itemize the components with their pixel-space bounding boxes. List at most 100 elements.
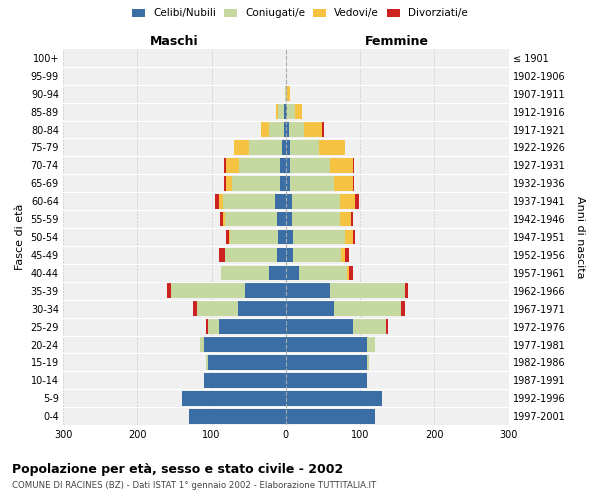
Bar xyxy=(292,212,340,226)
Bar xyxy=(290,158,331,172)
Bar xyxy=(280,158,286,172)
Text: Femmine: Femmine xyxy=(365,35,429,48)
Bar xyxy=(340,194,355,208)
Bar xyxy=(286,86,287,101)
Bar xyxy=(286,302,334,316)
Bar xyxy=(282,140,286,155)
Bar xyxy=(220,212,223,226)
Bar xyxy=(200,337,204,352)
Bar xyxy=(223,194,275,208)
Bar xyxy=(284,122,286,137)
Bar xyxy=(286,158,290,172)
Bar xyxy=(245,284,286,298)
Text: Maschi: Maschi xyxy=(150,35,199,48)
Bar xyxy=(331,158,353,172)
Bar xyxy=(221,266,269,280)
Bar xyxy=(262,122,269,137)
Bar xyxy=(295,104,302,119)
Bar xyxy=(287,86,290,101)
Bar xyxy=(304,122,322,137)
Bar xyxy=(248,140,282,155)
Bar xyxy=(234,140,248,155)
Bar xyxy=(353,158,354,172)
Bar xyxy=(277,248,286,262)
Bar xyxy=(285,86,286,101)
Bar xyxy=(345,230,353,244)
Bar xyxy=(292,194,340,208)
Bar xyxy=(204,337,286,352)
Bar xyxy=(386,320,388,334)
Bar xyxy=(286,140,290,155)
Bar xyxy=(269,266,286,280)
Bar xyxy=(219,320,286,334)
Bar xyxy=(238,302,286,316)
Bar xyxy=(206,355,208,370)
Bar xyxy=(206,320,208,334)
Text: Popolazione per età, sesso e stato civile - 2002: Popolazione per età, sesso e stato civil… xyxy=(12,462,343,475)
Bar xyxy=(278,104,284,119)
Bar xyxy=(331,284,404,298)
Bar xyxy=(347,266,349,280)
Bar xyxy=(355,194,359,208)
Bar xyxy=(286,194,292,208)
Bar xyxy=(225,212,277,226)
Bar xyxy=(275,194,286,208)
Bar xyxy=(319,140,345,155)
Bar xyxy=(208,320,219,334)
Bar xyxy=(353,176,354,190)
Bar xyxy=(286,355,367,370)
Text: COMUNE DI RACINES (BZ) - Dati ISTAT 1° gennaio 2002 - Elaborazione TUTTITALIA.IT: COMUNE DI RACINES (BZ) - Dati ISTAT 1° g… xyxy=(12,481,376,490)
Bar xyxy=(219,248,225,262)
Bar xyxy=(224,158,226,172)
Y-axis label: Anni di nascita: Anni di nascita xyxy=(575,196,585,278)
Bar xyxy=(286,248,293,262)
Bar xyxy=(286,104,287,119)
Bar xyxy=(277,212,286,226)
Bar xyxy=(286,409,375,424)
Bar xyxy=(286,373,367,388)
Bar xyxy=(401,302,404,316)
Bar xyxy=(367,355,369,370)
Bar xyxy=(286,212,292,226)
Bar xyxy=(230,230,278,244)
Bar xyxy=(171,284,245,298)
Bar xyxy=(286,266,299,280)
Bar xyxy=(353,320,386,334)
Bar xyxy=(286,230,293,244)
Bar xyxy=(287,104,295,119)
Bar xyxy=(345,248,349,262)
Bar xyxy=(226,230,229,244)
Bar xyxy=(229,230,230,244)
Bar xyxy=(286,284,331,298)
Bar xyxy=(367,337,375,352)
Y-axis label: Fasce di età: Fasce di età xyxy=(15,204,25,270)
Bar xyxy=(341,248,345,262)
Bar xyxy=(226,176,232,190)
Bar xyxy=(189,409,286,424)
Bar xyxy=(404,284,408,298)
Bar xyxy=(208,355,286,370)
Bar xyxy=(225,248,277,262)
Bar xyxy=(351,212,353,226)
Bar xyxy=(224,176,226,190)
Bar xyxy=(334,176,353,190)
Bar xyxy=(219,194,223,208)
Bar xyxy=(322,122,323,137)
Bar xyxy=(284,104,286,119)
Bar xyxy=(278,230,286,244)
Bar xyxy=(286,337,367,352)
Bar xyxy=(286,176,290,190)
Bar xyxy=(293,230,345,244)
Legend: Celibi/Nubili, Coniugati/e, Vedovi/e, Divorziati/e: Celibi/Nubili, Coniugati/e, Vedovi/e, Di… xyxy=(129,5,471,21)
Bar xyxy=(167,284,171,298)
Bar xyxy=(197,302,238,316)
Bar xyxy=(340,212,351,226)
Bar xyxy=(286,320,353,334)
Bar xyxy=(286,391,382,406)
Bar xyxy=(215,194,219,208)
Bar xyxy=(299,266,347,280)
Bar xyxy=(269,122,284,137)
Bar xyxy=(232,176,280,190)
Bar xyxy=(182,391,286,406)
Bar xyxy=(289,122,304,137)
